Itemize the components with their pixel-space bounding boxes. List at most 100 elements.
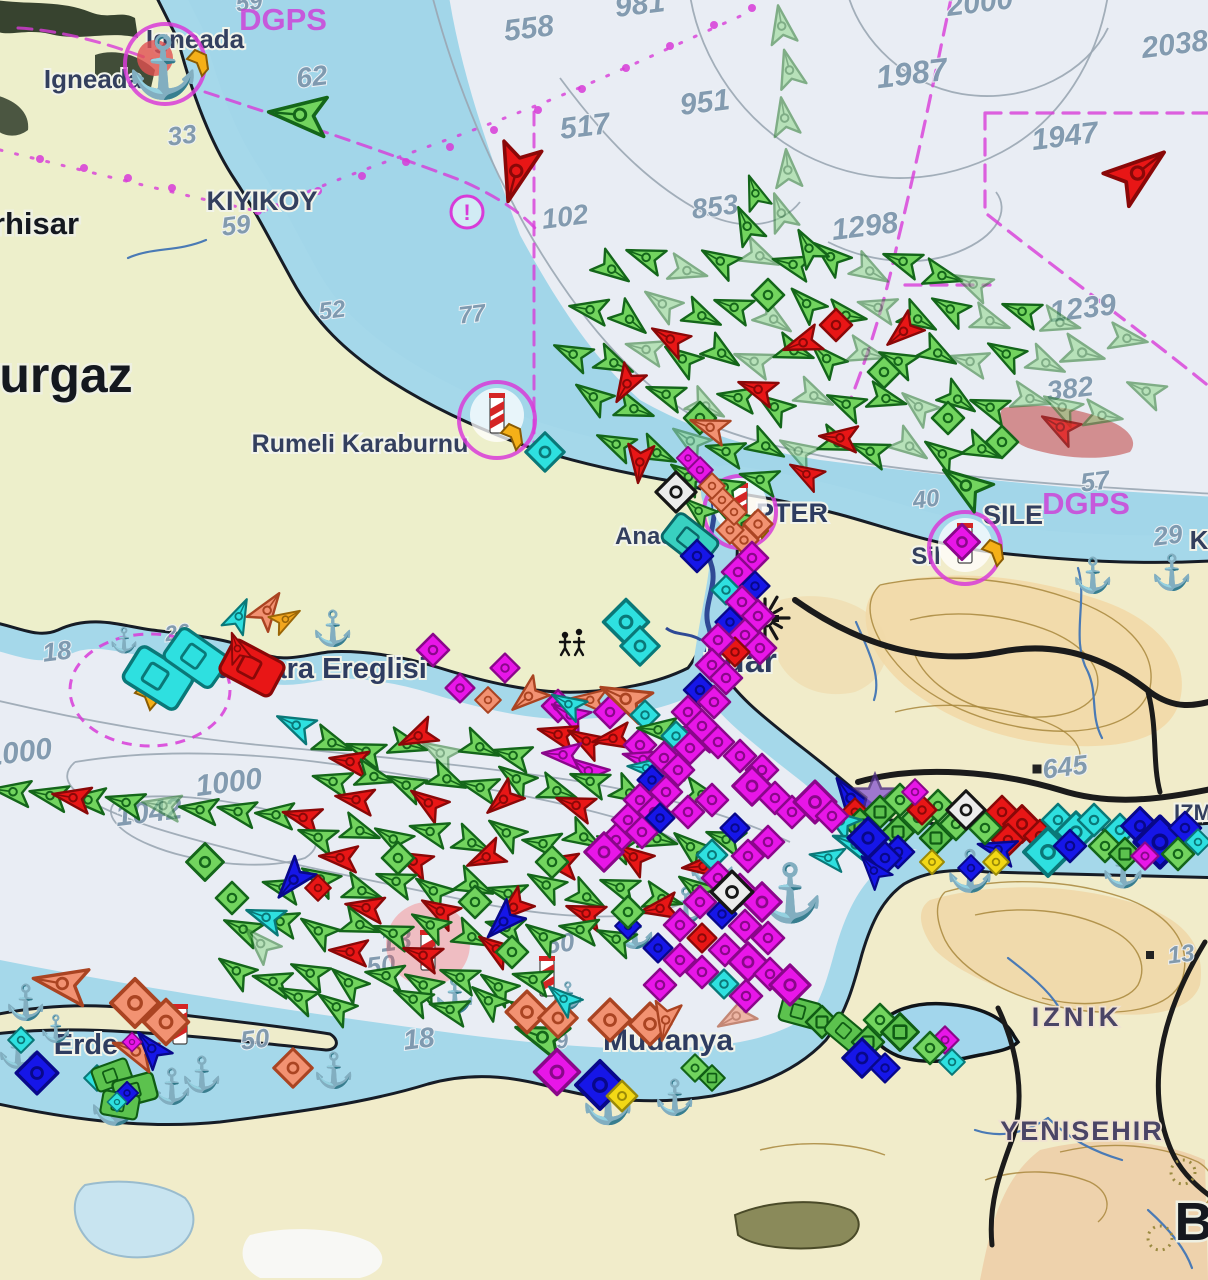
vessel-marker-underway[interactable] (743, 425, 791, 468)
vessel-marker-underway[interactable] (30, 960, 91, 1008)
vessel-marker-underway[interactable] (382, 764, 429, 806)
vessel-marker-underway[interactable] (787, 224, 830, 271)
vessel-marker-anchored[interactable] (642, 932, 674, 964)
vessel-marker-underway[interactable] (1038, 304, 1083, 341)
vessel-marker-underway[interactable] (918, 431, 965, 476)
vessel-marker-anchored[interactable] (444, 672, 476, 704)
vessel-marker-underway[interactable] (677, 490, 719, 531)
vessel-marker-anchored[interactable] (720, 498, 748, 526)
vessel-marker-anchored[interactable] (727, 908, 763, 944)
vessel-marker-underway[interactable] (734, 370, 780, 409)
vessel-marker-underway[interactable] (822, 383, 869, 425)
vessel-marker-anchored[interactable] (919, 849, 945, 875)
vessel-marker-anchored[interactable] (534, 844, 570, 880)
vessel-marker-anchored[interactable] (675, 445, 701, 471)
vessel-marker-underway[interactable] (369, 914, 415, 953)
vessel-marker-anchored[interactable] (415, 632, 451, 668)
vessel-marker-underway[interactable] (959, 428, 1006, 470)
vessel-marker-anchored[interactable] (938, 1048, 966, 1076)
vessel-marker-underway[interactable] (128, 1024, 174, 1072)
vessel-marker-underway[interactable] (934, 456, 996, 514)
vessel-marker-underway[interactable] (338, 905, 384, 944)
vessel-marker-anchored[interactable] (698, 472, 726, 500)
vessel-marker-anchored[interactable] (162, 626, 231, 690)
vessel-marker-anchored[interactable] (768, 963, 812, 1007)
vessel-marker-anchored[interactable] (380, 840, 416, 876)
vessel-marker-anchored[interactable] (984, 424, 1020, 460)
vessel-marker-underway[interactable] (710, 288, 756, 327)
vessel-marker-underway[interactable] (817, 423, 860, 454)
vessel-marker-underway[interactable] (783, 280, 829, 326)
vessel-marker-underway[interactable] (268, 854, 318, 906)
vessel-marker-underway[interactable] (279, 799, 325, 836)
vessel-marker-underway[interactable] (982, 332, 1029, 375)
vessel-marker-anchored[interactable] (730, 838, 766, 874)
vessel-marker-underway[interactable] (456, 769, 502, 806)
vessel-marker-underway[interactable] (457, 726, 504, 768)
vessel-marker-underway[interactable] (779, 323, 825, 362)
vessel-marker-underway[interactable] (478, 897, 528, 947)
vessel-marker-underway[interactable] (540, 740, 583, 771)
vessel-marker-underway[interactable] (406, 903, 453, 946)
vessel-marker-underway[interactable] (592, 423, 639, 465)
vessel-marker-underway[interactable] (220, 594, 258, 637)
vessel-marker-anchored[interactable] (304, 874, 332, 902)
vessel-marker-underway[interactable] (309, 763, 355, 800)
vessel-marker-underway[interactable] (1059, 332, 1108, 372)
vessel-marker-underway[interactable] (844, 334, 889, 371)
vessel-marker-underway[interactable] (552, 786, 598, 825)
vessel-marker-underway[interactable] (50, 781, 94, 815)
vessel-marker-underway[interactable] (564, 876, 612, 919)
vessel-marker-anchored[interactable] (662, 907, 698, 943)
vessel-marker-underway[interactable] (679, 295, 726, 337)
vessel-marker-underway[interactable] (542, 978, 584, 1019)
vessel-marker-anchored[interactable] (214, 880, 250, 916)
vessel-marker-underway[interactable] (605, 361, 648, 409)
vessel-marker-anchored[interactable] (494, 934, 530, 970)
vessel-marker-anchored[interactable] (642, 967, 678, 1003)
vessel-marker-anchored[interactable] (742, 630, 778, 666)
vessel-marker-anchored[interactable] (686, 922, 718, 954)
vessel-marker-anchored[interactable] (1160, 836, 1196, 872)
vessel-marker-anchored[interactable] (524, 431, 566, 473)
vessel-marker-anchored[interactable] (532, 1047, 582, 1097)
vessel-marker-underway[interactable] (702, 433, 748, 470)
vessel-marker-underway[interactable] (394, 715, 441, 757)
vessel-marker-anchored[interactable] (708, 968, 740, 1000)
vessel-marker-underway[interactable] (966, 388, 1012, 427)
vessel-marker-anchored[interactable] (1107, 836, 1143, 872)
vessel-marker-anchored[interactable] (818, 307, 854, 343)
vessel-marker-underway[interactable] (926, 287, 973, 330)
vessel-marker-anchored[interactable] (272, 1047, 314, 1089)
vessel-marker-anchored[interactable] (696, 684, 732, 720)
vessel-marker-underway[interactable] (404, 780, 451, 825)
vessel-marker-underway[interactable] (1081, 398, 1125, 432)
vessel-marker-underway[interactable] (561, 816, 609, 859)
vessel-marker-anchored[interactable] (750, 920, 786, 956)
vessel-marker-underway[interactable] (492, 756, 539, 801)
vessel-marker-underway[interactable] (509, 961, 555, 998)
vessel-marker-underway[interactable] (1122, 370, 1169, 412)
vessel-marker-underway[interactable] (522, 863, 569, 906)
vessel-marker-underway[interactable] (1106, 321, 1150, 355)
vessel-marker-anchored[interactable] (504, 989, 550, 1035)
vessel-marker-underway[interactable] (1008, 380, 1053, 417)
vessel-marker-anchored[interactable] (670, 794, 706, 830)
vessel-marker-underway[interactable] (846, 432, 892, 471)
vessel-marker-underway[interactable] (887, 424, 934, 469)
vessel-marker-underway[interactable] (649, 999, 683, 1043)
vessel-marker-underway[interactable] (242, 898, 288, 937)
vessel-marker-underway[interactable] (274, 976, 321, 1018)
vessel-marker-underway[interactable] (879, 309, 927, 354)
vessel-marker-anchored[interactable] (457, 884, 493, 920)
vessel-marker-underway[interactable] (771, 46, 808, 92)
vessel-marker-underway[interactable] (464, 977, 512, 1023)
vessel-marker-underway[interactable] (666, 823, 714, 869)
vessel-marker-anchored[interactable] (583, 831, 625, 873)
vessel-marker-underway[interactable] (567, 293, 611, 327)
vessel-marker-underway[interactable] (102, 784, 148, 821)
vessel-marker-underway[interactable] (489, 737, 535, 774)
vessel-marker-underway[interactable] (730, 342, 776, 381)
